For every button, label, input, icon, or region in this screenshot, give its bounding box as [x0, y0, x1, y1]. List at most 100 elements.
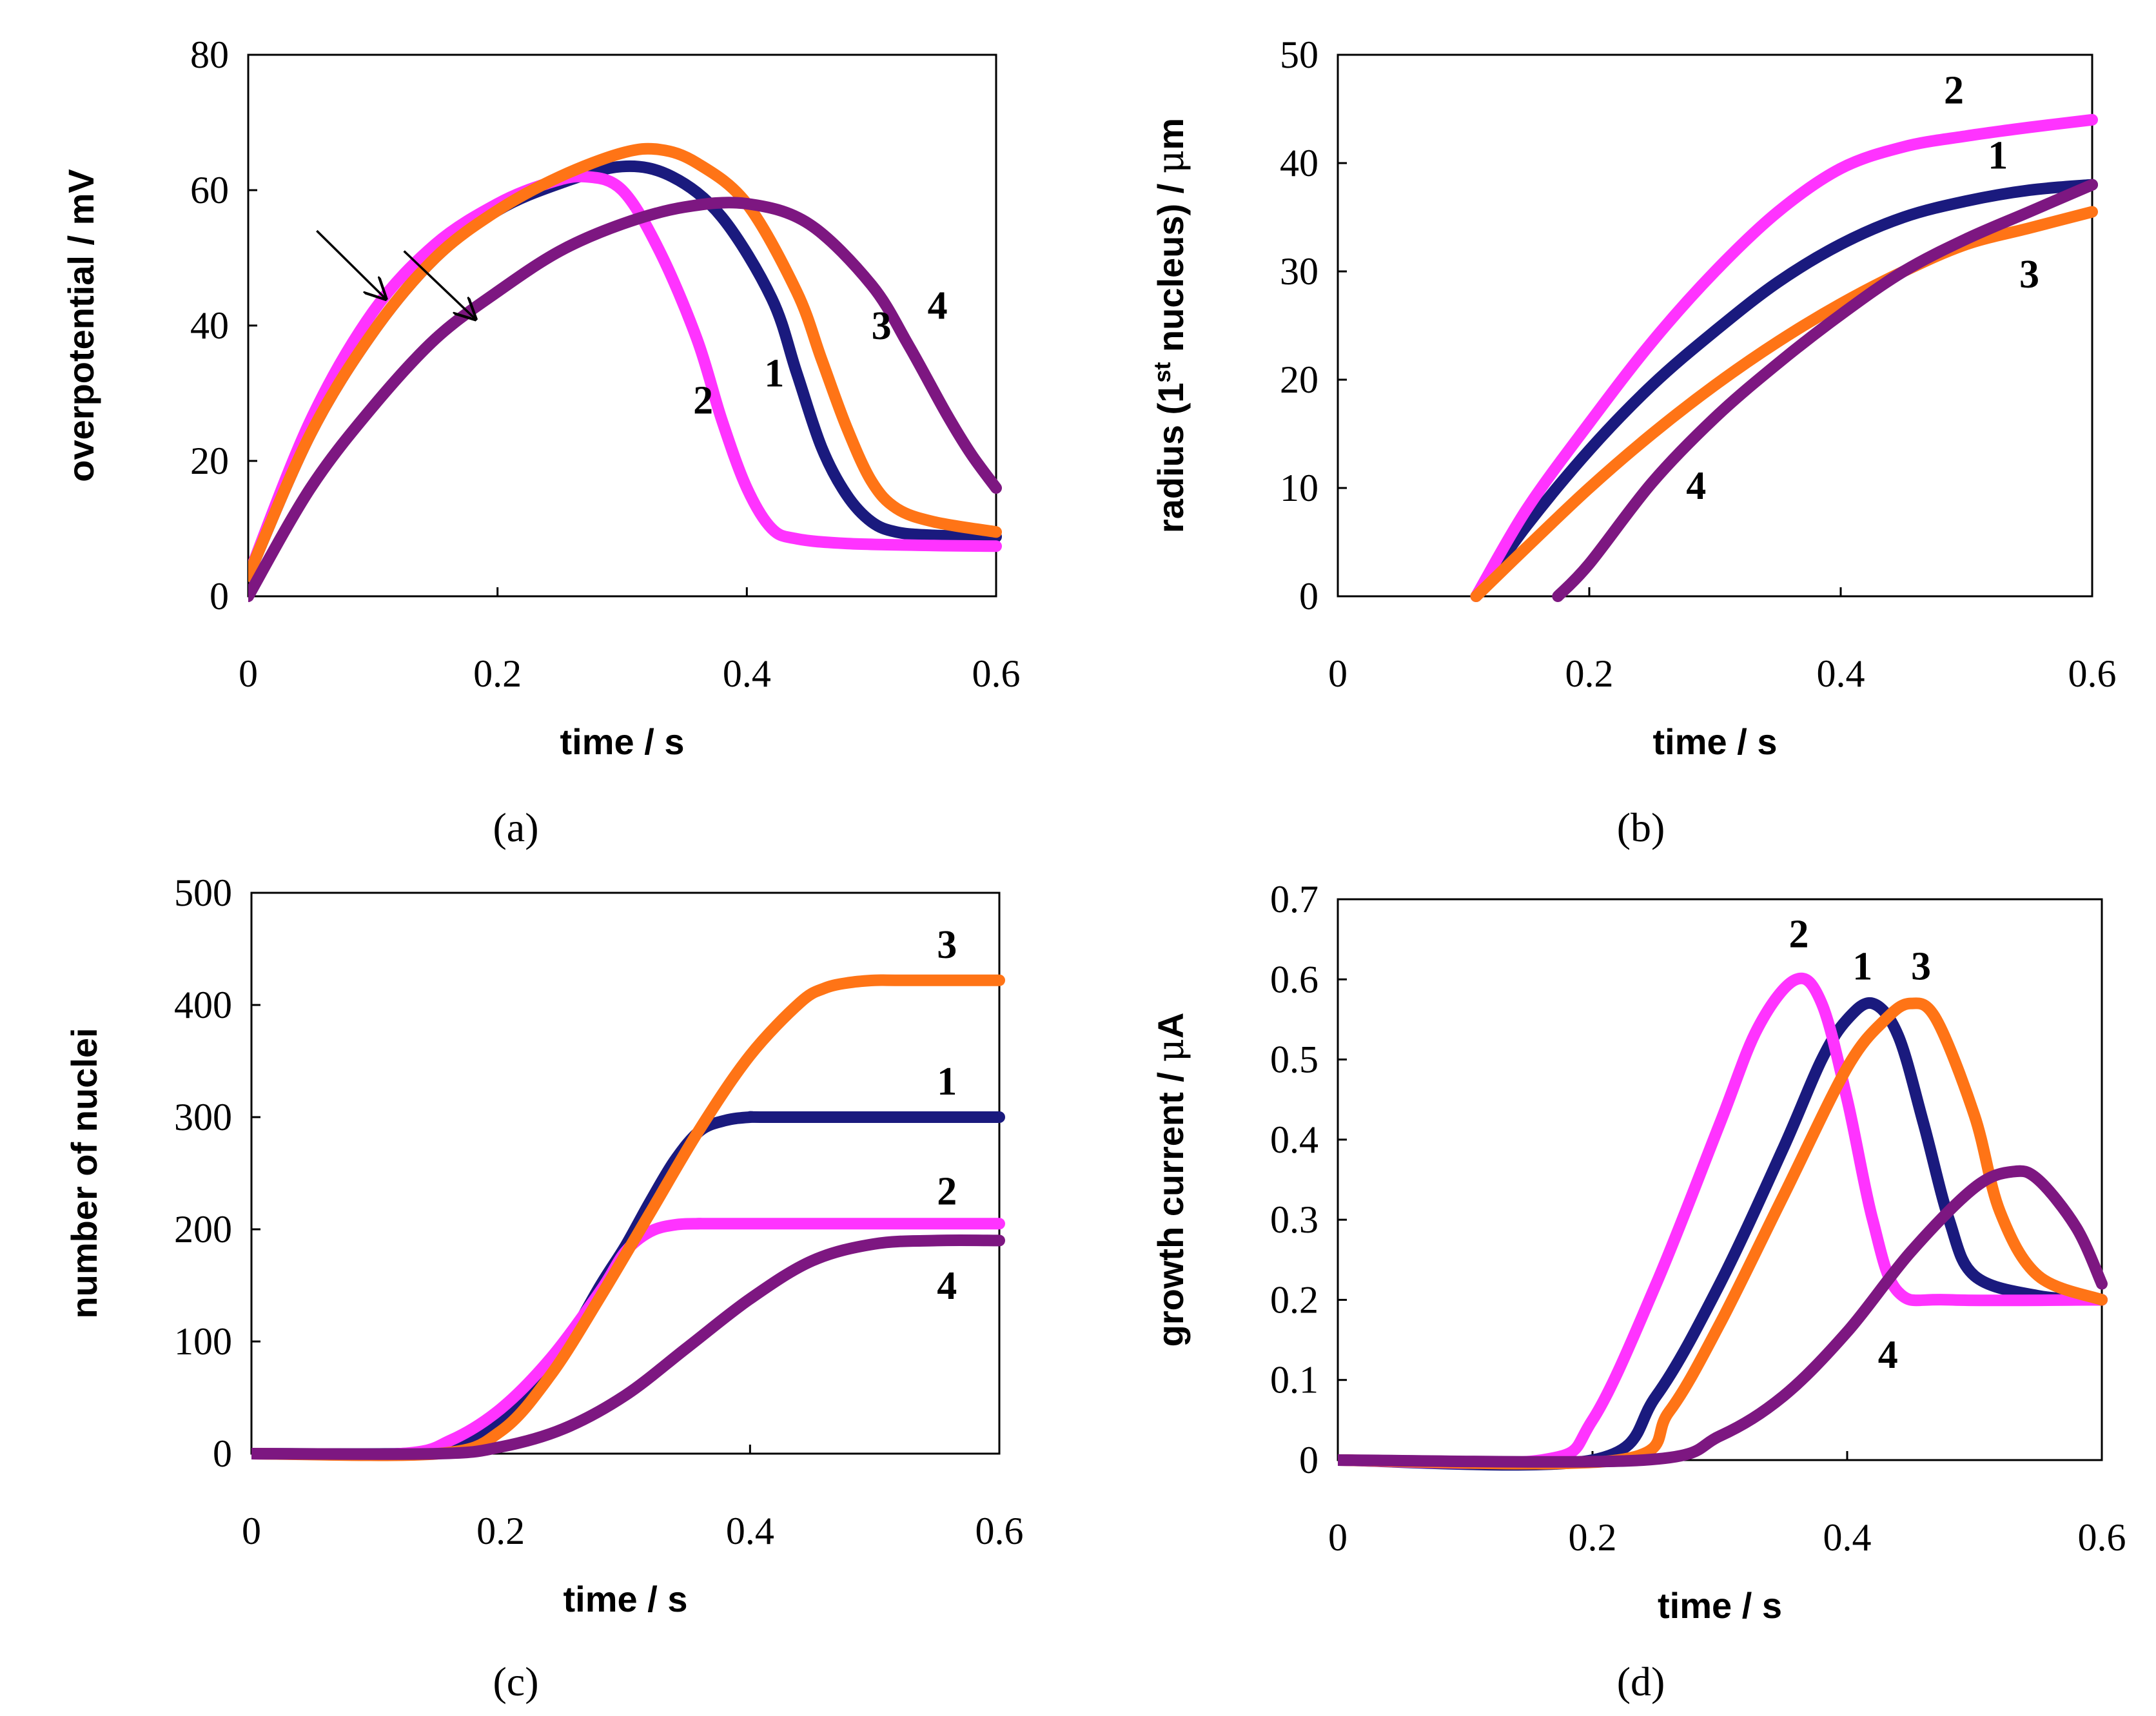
y-tick-label: 0.3: [1270, 1198, 1318, 1241]
y-axis-label-part: st: [1149, 362, 1175, 383]
y-axis-label-part: A: [1150, 1013, 1191, 1038]
series-line-4: [248, 197, 1002, 602]
y-tick-label: 400: [174, 984, 232, 1026]
series-label-2: 2: [693, 379, 713, 423]
y-tick-label: 200: [174, 1208, 232, 1251]
panel-label-text: (b): [1617, 804, 1665, 850]
panel-label-text: (c): [493, 1659, 538, 1704]
series-label-4: 4: [1878, 1333, 1898, 1377]
y-tick-label: 0.6: [1270, 958, 1318, 1000]
x-tick-label: 0: [1328, 1516, 1348, 1559]
y-axis-label-part: μ: [1150, 1038, 1192, 1062]
y-tick-label: 0.2: [1270, 1278, 1318, 1321]
y-tick-label: 80: [190, 34, 229, 76]
x-tick-label: 0.6: [975, 1510, 1024, 1552]
x-tick-label: 0.2: [476, 1510, 525, 1552]
y-tick-label: 50: [1280, 34, 1318, 76]
series-group: [1470, 113, 2098, 602]
series-label-2: 2: [1944, 69, 1964, 113]
y-axis-label: number of nuclei: [64, 1028, 104, 1318]
series-label-3: 3: [872, 304, 892, 348]
x-axis-label: time / s: [1653, 721, 1778, 762]
plot-frame: [250, 892, 1001, 1455]
x-tick-label: 0.4: [1817, 652, 1865, 695]
series-label-1: 1: [764, 352, 784, 396]
y-tick-label: 60: [190, 169, 229, 211]
series-label-4: 4: [937, 1264, 957, 1308]
y-tick-label: 0.5: [1270, 1038, 1318, 1081]
y-tick-label: 30: [1280, 250, 1318, 293]
y-axis-label: growth current / μA: [1150, 1013, 1192, 1347]
x-tick-label: 0: [1328, 652, 1348, 695]
series-label-4: 4: [1686, 464, 1706, 508]
series-line-3: [1338, 997, 2108, 1470]
x-tick-label: 0.4: [1823, 1516, 1872, 1559]
series-label-4: 4: [928, 284, 948, 328]
panel-label-text: (a): [493, 804, 538, 850]
x-tick-label: 0.4: [726, 1510, 774, 1552]
x-tick-label: 0: [242, 1510, 261, 1552]
y-tick-label: 500: [174, 872, 232, 914]
y-axis-label-part: growth current /: [1150, 1062, 1191, 1347]
x-axis-label: time / s: [560, 721, 685, 762]
series-line-1: [251, 1111, 1005, 1460]
y-tick-label: 10: [1280, 467, 1318, 509]
x-tick-label: 0.4: [723, 652, 771, 695]
x-tick-label: 0.2: [473, 652, 522, 695]
x-tick-label: 0.6: [972, 652, 1021, 695]
series-line-3: [248, 142, 1002, 582]
series-line-2: [1338, 972, 2108, 1469]
x-axis-label: time / s: [1658, 1585, 1782, 1626]
y-tick-label: 20: [190, 440, 229, 482]
series-line-1: [1338, 997, 2108, 1471]
plot-frame: [1337, 898, 2103, 1461]
y-tick-label: 0.7: [1270, 878, 1318, 921]
series-label-3: 3: [937, 923, 957, 967]
x-tick-label: 0.6: [2078, 1516, 2126, 1559]
series-line-1: [1470, 179, 2098, 602]
series-label-2: 2: [1788, 913, 1808, 957]
series-line-4: [251, 1234, 1005, 1460]
y-tick-label: 20: [1280, 358, 1318, 401]
series-label-3: 3: [2019, 253, 2039, 297]
annotation-arrow: [403, 250, 475, 319]
series-label-3: 3: [1911, 944, 1931, 988]
panel-label-text: (d): [1617, 1659, 1665, 1704]
series-line-4: [1338, 1165, 2108, 1468]
panel-label: (b): [1617, 804, 1665, 850]
plot-frame: [1337, 54, 2093, 598]
y-tick-label: 100: [174, 1320, 232, 1363]
x-tick-label: 0.2: [1565, 652, 1614, 695]
series-group: [248, 142, 1002, 602]
y-tick-label: 300: [174, 1096, 232, 1138]
chart-panel-b: 0 10 20 30 40 50 0 0.2 0.4 0.6 time / s radius (1st…: [1149, 34, 2117, 850]
y-tick-label: 0.4: [1270, 1118, 1318, 1161]
series-line-4: [1552, 179, 2098, 602]
series-line-3: [1470, 206, 2098, 602]
y-tick-label: 0: [210, 575, 229, 618]
series-group: [1338, 972, 2108, 1471]
chart-panel-a: 0 20 40 60 80 0 0.2 0.4 0.6 time / s overpotential…: [61, 34, 1021, 850]
panel-label: (d): [1617, 1659, 1665, 1704]
y-tick-label: 40: [1280, 142, 1318, 184]
chart-panel-c: 0 100 200 300 400 500 0 0.2 0.4 0.6 time / s number…: [64, 872, 1024, 1704]
x-tick-label: 0.6: [2068, 652, 2117, 695]
series-label-1: 1: [1988, 133, 2008, 177]
y-axis-label-part: μ: [1150, 150, 1192, 173]
y-axis-label-part: radius (1: [1150, 383, 1191, 533]
series-label-2: 2: [937, 1170, 957, 1214]
series-label-1: 1: [937, 1060, 957, 1104]
series-label-1: 1: [1852, 944, 1872, 988]
x-tick-label: 0: [239, 652, 258, 695]
chart-panel-d: 0 0.1 0.2 0.3 0.4 0.5 0.6 0.7 0 0.2 0.4 0.6 time / s…: [1150, 878, 2126, 1704]
series-line-3: [251, 974, 1005, 1461]
series-line-2: [248, 170, 1002, 582]
panel-label: (a): [493, 804, 538, 850]
y-tick-label: 0: [213, 1432, 232, 1475]
y-axis-label-part: nucleus) /: [1150, 173, 1191, 362]
y-tick-label: 40: [190, 304, 229, 347]
series-group: [251, 974, 1005, 1461]
y-tick-label: 0: [1299, 1439, 1318, 1481]
y-tick-label: 0: [1299, 575, 1318, 618]
panel-label: (c): [493, 1659, 538, 1704]
